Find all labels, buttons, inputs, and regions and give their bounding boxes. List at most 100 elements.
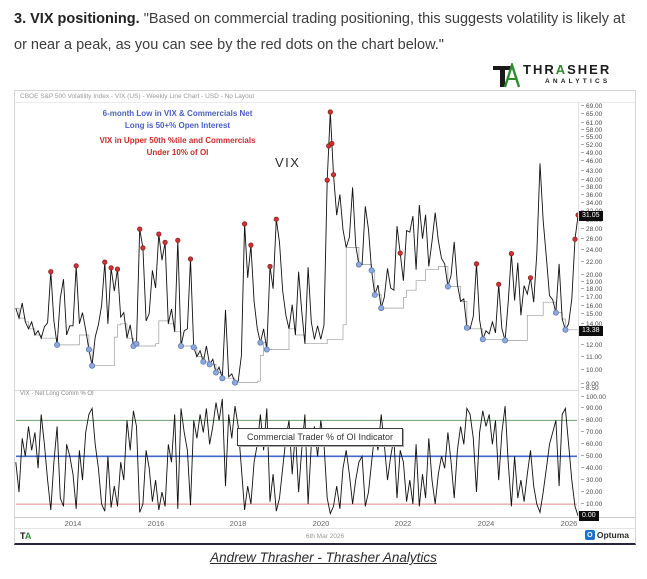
red-signal-dot — [267, 263, 273, 270]
oscillator-axis-tick-label: 90.00 — [581, 405, 602, 412]
main-axis-tick-label: 36.00 — [581, 192, 602, 199]
main-axis-tick-label: 18.00 — [581, 286, 602, 293]
blue-signal-dot — [257, 339, 264, 346]
red-signal-dot — [108, 265, 114, 271]
chart-titlebar: CBOE S&P 500 Volatility Index - VIX (US)… — [20, 93, 255, 100]
chart-date-stamp: 6th Mar 2026 — [305, 533, 345, 540]
red-signal-dot — [248, 242, 254, 248]
annotation-red: VIX in Upper 50th %tile and Commercials … — [70, 135, 285, 159]
red-signal-dot — [156, 231, 162, 237]
blue-signal-dot — [502, 337, 509, 344]
annotation-red-line2: Under 10% of OI — [146, 148, 209, 157]
main-axis-tick-label: 38.00 — [581, 184, 602, 191]
x-axis-year-label: 2026 — [560, 519, 578, 528]
pane-divider — [15, 390, 578, 391]
titlebar-divider — [15, 102, 635, 103]
blue-signal-dot — [212, 369, 219, 376]
red-signal-dot — [273, 216, 279, 222]
blue-signal-dot — [177, 342, 184, 349]
red-signal-dot — [102, 259, 108, 265]
main-axis-tick-label: 19.00 — [581, 279, 602, 286]
blue-signal-dot — [368, 267, 375, 274]
main-axis-tick-label: 55.00 — [581, 134, 602, 141]
annotation-red-line1: VIX in Upper 50th %tile and Commercials — [99, 136, 256, 145]
main-axis-tick-label: 14.00 — [581, 321, 602, 328]
oscillator-axis-tick-label: 100.00 — [581, 394, 606, 401]
article-paragraph: 3. VIX positioning. "Based on commercial… — [14, 6, 633, 58]
red-signal-dot — [242, 221, 248, 227]
oscillator-title-box: Commercial Trader % of OI Indicator — [237, 428, 404, 446]
main-axis-tick-label: 20.00 — [581, 272, 602, 279]
main-axis-tick-label: 43.00 — [581, 168, 602, 175]
axis-divider — [578, 102, 579, 517]
blue-signal-dot — [562, 326, 569, 333]
red-signal-dot — [175, 237, 181, 243]
annotation-blue-line1: 6-month Low in VIX & Commercials Net — [102, 109, 253, 118]
oscillator-axis-tick-label: 30.00 — [581, 477, 602, 484]
red-signal-dot — [114, 266, 121, 272]
main-axis-tick-label: 65.00 — [581, 111, 602, 118]
vix-last-value-badge: 31.05 — [579, 211, 603, 221]
blue-signal-dot — [219, 375, 226, 382]
blue-signal-dot — [206, 361, 213, 368]
main-axis-tick-label: 10.00 — [581, 367, 602, 374]
main-axis-tick-label: 12.00 — [581, 342, 602, 349]
six-month-low-value-badge: 13.38 — [579, 326, 603, 336]
blue-signal-dot — [200, 358, 207, 365]
red-signal-dot — [187, 256, 194, 262]
blue-signal-dot — [444, 283, 451, 290]
wordmark-green-a: A — [555, 62, 568, 77]
brand-text: THRASHER ANALYTICS — [523, 63, 611, 86]
main-axis-tick-label: 8.50 — [581, 385, 599, 392]
main-axis-tick-label: 61.00 — [581, 120, 602, 127]
blue-signal-dot — [378, 305, 385, 312]
main-axis-tick-label: 52.00 — [581, 142, 602, 149]
oscillator-axis-tick-label: 10.00 — [581, 501, 602, 508]
red-signal-dot — [330, 172, 337, 178]
chart-canvas — [15, 109, 581, 517]
attribution-link[interactable]: Andrew Thrasher - Thrasher Analytics — [210, 550, 437, 565]
x-axis-year-label: 2018 — [229, 519, 247, 528]
x-axis-line — [15, 517, 635, 518]
blue-signal-dot — [89, 362, 96, 369]
footer-ta-logo: TA — [20, 531, 31, 541]
vix-line — [15, 111, 579, 384]
blue-signal-dot — [371, 291, 378, 298]
main-axis-tick-label: 16.00 — [581, 303, 602, 310]
oscillator-axis-tick-label: 80.00 — [581, 417, 602, 424]
x-axis-year-label: 2022 — [394, 519, 412, 528]
brand-wordmark: THRASHER — [523, 63, 611, 77]
blue-signal-dot — [54, 341, 61, 348]
main-axis-tick-label: 11.00 — [581, 354, 602, 361]
blue-signal-dot — [190, 344, 197, 351]
main-axis-tick-label: 15.00 — [581, 311, 602, 318]
oscillator-axis-tick-label: 20.00 — [581, 489, 602, 496]
x-axis-year-label: 2024 — [477, 519, 495, 528]
brand-subtitle: ANALYTICS — [545, 78, 611, 85]
blue-signal-dot — [263, 346, 270, 353]
main-axis-tick-label: 49.00 — [581, 150, 602, 157]
red-signal-dot — [329, 140, 335, 147]
optuma-label: Optuma — [596, 530, 629, 540]
x-axis-year-label: 2014 — [64, 519, 82, 528]
main-axis-tick-label: 17.00 — [581, 294, 602, 301]
ta-monogram-icon — [493, 63, 520, 88]
x-axis-year-label: 2016 — [147, 519, 165, 528]
footer-ta-t: T — [20, 531, 25, 541]
vix-series-label: VIX — [275, 155, 301, 170]
oscillator-axis-tick-label: 60.00 — [581, 441, 602, 448]
blue-signal-dot — [463, 324, 470, 331]
red-signal-dot — [397, 250, 403, 256]
blue-signal-dot — [133, 340, 140, 347]
main-axis-tick-label: 69.00 — [581, 103, 602, 110]
annotation-blue-line2: Long is 50+% Open Interest — [124, 121, 231, 130]
wordmark-pre: THR — [523, 62, 556, 77]
red-signal-dot — [496, 281, 502, 287]
footer-ta-a: A — [24, 531, 32, 541]
main-axis-tick-label: 24.00 — [581, 247, 602, 254]
red-signal-dot — [572, 236, 578, 242]
blue-signal-dot — [479, 336, 486, 343]
red-signal-dot — [48, 269, 54, 275]
oscillator-axis-tick-label: 70.00 — [581, 429, 602, 436]
main-axis-tick-label: 26.00 — [581, 236, 602, 243]
